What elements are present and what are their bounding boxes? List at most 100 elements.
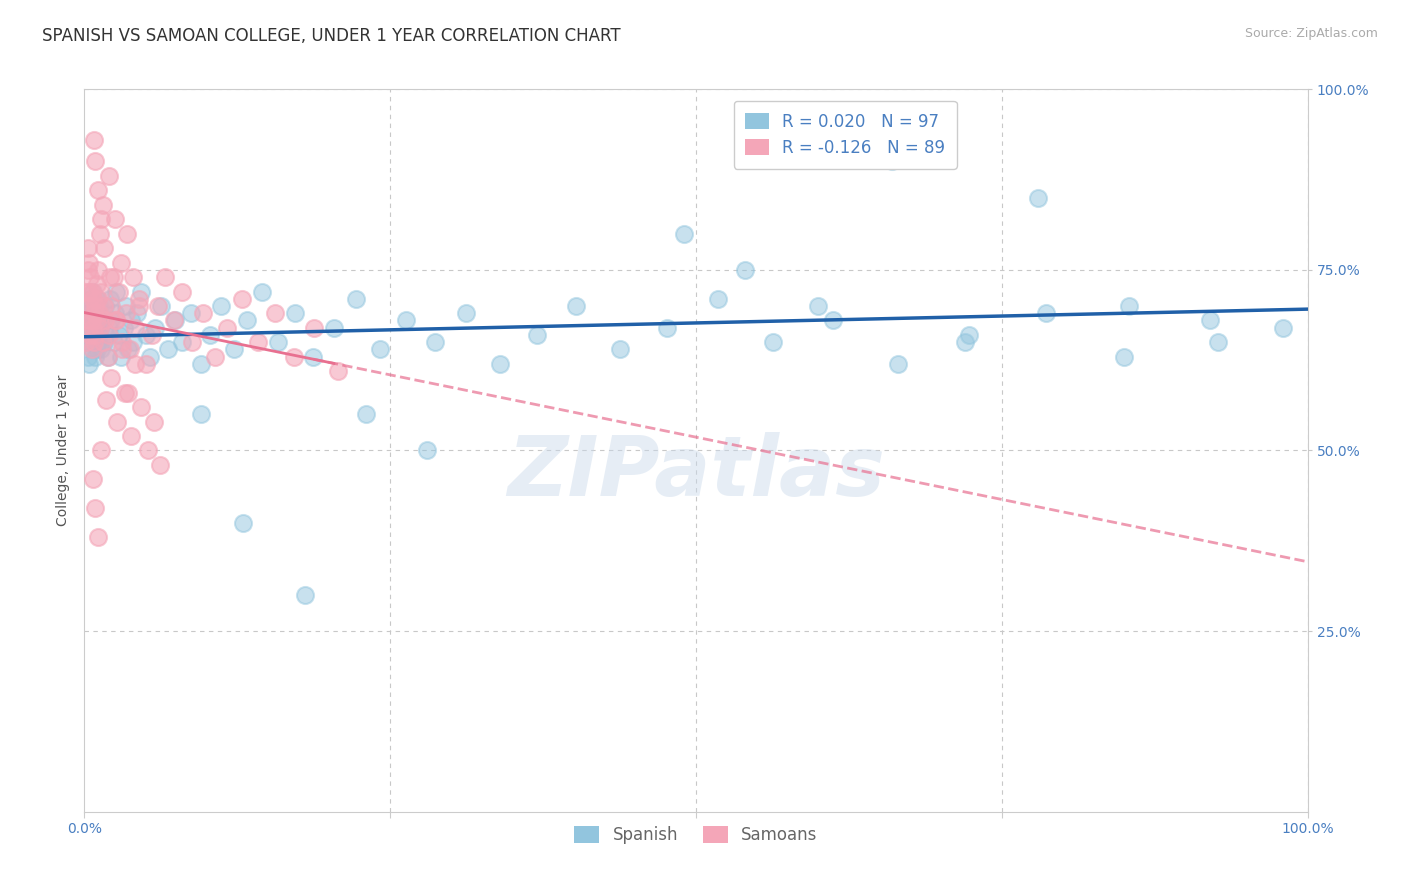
Point [89, 320, 111, 334]
Point [77, 350, 100, 364]
Point [609, 343, 631, 357]
Y-axis label: College, Under 1 year: College, Under 1 year [56, 375, 70, 526]
Point [84, 350, 107, 364]
Point [122, 270, 145, 285]
Point [83, 334, 105, 349]
Point [821, 313, 844, 327]
Point [114, 385, 136, 400]
Point [302, 350, 325, 364]
Point [77, 255, 100, 269]
Point [87, 262, 110, 277]
Point [97, 327, 120, 342]
Point [77, 357, 100, 371]
Point [110, 255, 132, 269]
Point [395, 313, 418, 327]
Point [77, 241, 100, 255]
Point [264, 306, 287, 320]
Point [98, 292, 121, 306]
Point [322, 320, 344, 334]
Point [93, 241, 115, 255]
Point [110, 350, 132, 364]
Point [190, 407, 212, 421]
Point [91, 334, 114, 349]
Point [416, 443, 439, 458]
Point [172, 285, 194, 299]
Point [120, 429, 142, 443]
Point [163, 313, 186, 327]
Point [180, 306, 202, 320]
Point [93, 299, 115, 313]
Point [124, 320, 146, 334]
Point [141, 327, 163, 342]
Point [107, 327, 129, 342]
Point [454, 306, 477, 320]
Point [80, 313, 103, 327]
Point [129, 285, 152, 299]
Point [87, 530, 110, 544]
Point [326, 364, 349, 378]
Point [77, 262, 100, 277]
Point [100, 299, 122, 313]
Point [115, 306, 138, 320]
Point [97, 320, 120, 334]
Point [79, 299, 101, 313]
Point [115, 299, 138, 313]
Point [80, 285, 103, 299]
Point [91, 198, 114, 212]
Point [107, 285, 129, 299]
Point [80, 320, 103, 334]
Point [93, 334, 115, 349]
Point [191, 306, 214, 320]
Point [370, 343, 392, 357]
Point [76, 313, 98, 327]
Point [96, 327, 118, 342]
Point [87, 306, 110, 320]
Point [103, 334, 125, 349]
Point [565, 299, 588, 313]
Point [89, 320, 111, 334]
Point [294, 588, 316, 602]
Point [82, 472, 104, 486]
Point [149, 458, 172, 472]
Point [90, 443, 112, 458]
Point [344, 292, 367, 306]
Point [125, 306, 148, 320]
Point [425, 334, 447, 349]
Point [83, 306, 105, 320]
Point [217, 320, 239, 334]
Point [129, 400, 152, 414]
Point [79, 327, 101, 342]
Point [111, 334, 134, 349]
Point [957, 327, 980, 342]
Point [135, 357, 157, 371]
Point [86, 277, 108, 292]
Point [77, 299, 100, 313]
Point [87, 292, 110, 306]
Point [105, 313, 128, 327]
Point [156, 343, 179, 357]
Point [489, 357, 512, 371]
Point [143, 320, 166, 334]
Point [354, 407, 377, 421]
Point [97, 350, 120, 364]
Point [105, 313, 128, 327]
Point [122, 334, 145, 349]
Point [94, 313, 117, 327]
Point [79, 306, 101, 320]
Point [209, 299, 232, 313]
Point [204, 350, 226, 364]
Point [84, 299, 107, 313]
Point [250, 285, 273, 299]
Point [100, 313, 122, 327]
Point [1206, 334, 1229, 349]
Point [103, 270, 125, 285]
Point [111, 343, 134, 357]
Point [139, 350, 162, 364]
Point [96, 392, 118, 407]
Point [84, 501, 107, 516]
Point [222, 343, 245, 357]
Point [100, 371, 122, 385]
Point [86, 313, 108, 327]
Point [153, 270, 176, 285]
Point [90, 285, 112, 299]
